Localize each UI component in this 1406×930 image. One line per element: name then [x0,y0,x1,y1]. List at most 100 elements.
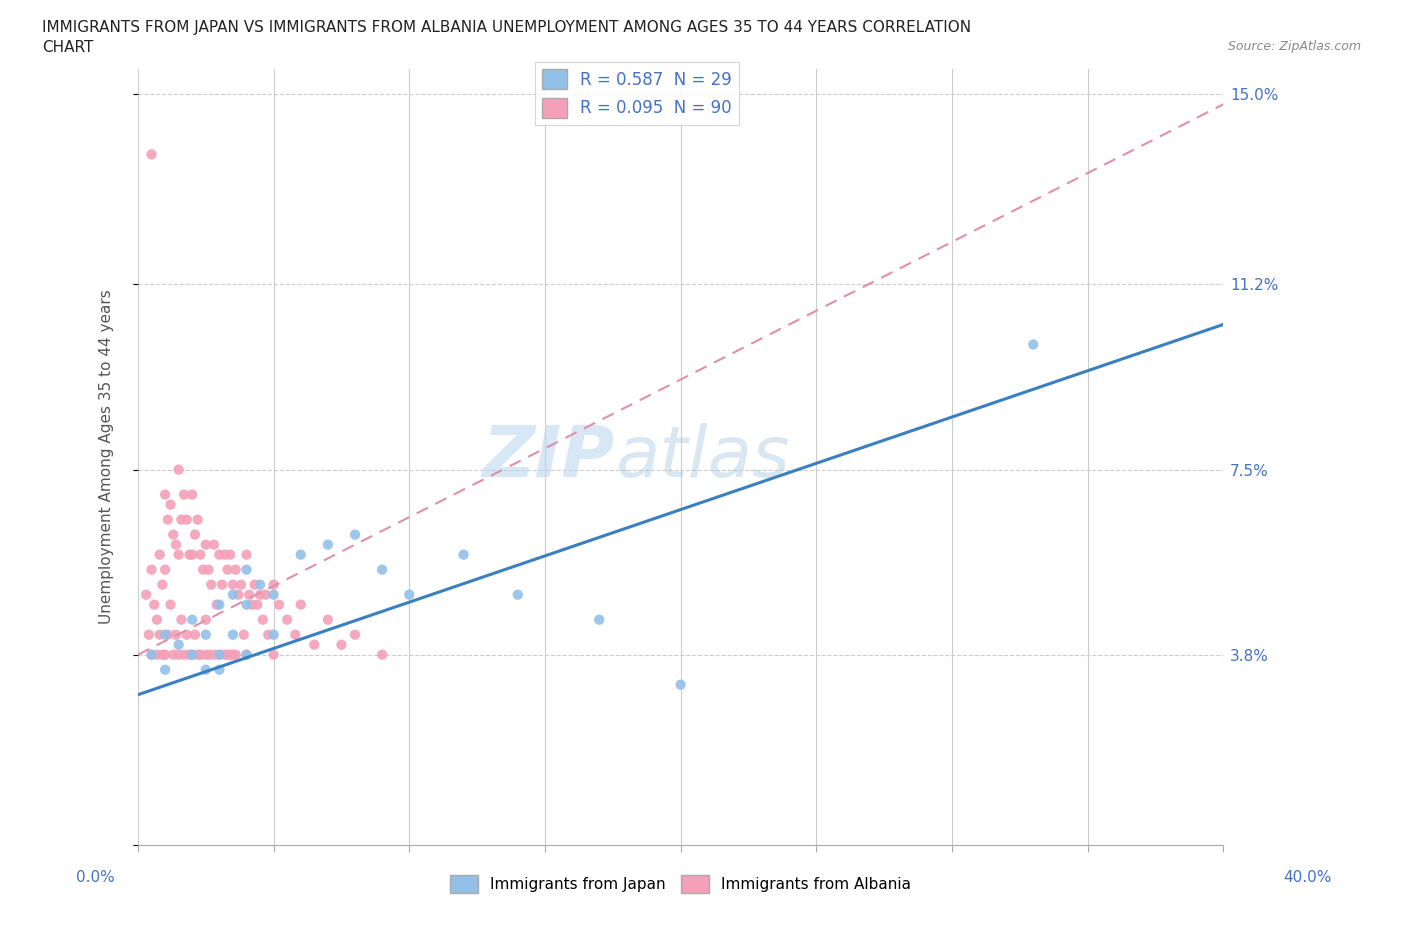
Point [194,627,217,642]
Point [669,677,692,692]
Point [187,647,209,662]
Point [316,538,339,552]
Point [165,627,187,642]
Point [205,597,228,612]
Point [202,538,225,552]
Point [135,587,157,602]
Point [150,647,173,662]
Point [208,662,231,677]
Point [167,462,190,477]
Point [225,563,247,578]
Point [263,578,285,592]
Legend: R = 0.587  N = 29, R = 0.095  N = 90: R = 0.587 N = 29, R = 0.095 N = 90 [536,62,740,125]
Point [267,597,290,612]
Point [506,587,529,602]
Point [588,612,610,627]
Point [208,647,231,662]
Point [138,627,160,642]
Point [243,578,266,592]
Point [153,487,176,502]
Point [252,612,274,627]
Point [249,587,271,602]
Point [159,597,181,612]
Point [153,662,176,677]
Point [176,512,198,527]
Point [249,578,271,592]
Point [153,563,176,578]
Point [170,512,193,527]
Point [141,647,163,662]
Point [217,647,239,662]
Point [184,627,207,642]
Point [225,647,247,662]
Point [141,147,163,162]
Point [235,597,257,612]
Point [156,512,179,527]
Point [263,587,285,602]
Point [197,563,219,578]
Point [235,547,257,562]
Point [284,627,307,642]
Point [173,647,195,662]
Point [167,647,190,662]
Point [153,647,176,662]
Point [181,612,204,627]
Point [235,563,257,578]
Point [232,627,254,642]
Point [276,612,298,627]
Text: Source: ZipAtlas.com: Source: ZipAtlas.com [1227,40,1361,53]
Point [146,647,169,662]
Point [181,487,204,502]
Text: 0.0%: 0.0% [76,870,115,884]
Point [211,578,233,592]
Point [167,637,190,652]
Point [184,527,207,542]
Y-axis label: Unemployment Among Ages 35 to 44 years: Unemployment Among Ages 35 to 44 years [100,290,114,624]
Point [217,563,239,578]
Point [371,647,394,662]
Point [263,647,285,662]
Point [190,647,212,662]
Point [165,538,187,552]
Text: CHART: CHART [42,40,94,55]
Point [197,647,219,662]
Point [202,647,225,662]
Point [179,647,201,662]
Point [254,587,277,602]
Point [344,627,367,642]
Point [143,597,166,612]
Point [173,487,195,502]
Point [150,578,173,592]
Point [208,597,231,612]
Point [235,647,257,662]
Text: 40.0%: 40.0% [1284,870,1331,884]
Point [149,547,172,562]
Text: atlas: atlas [616,422,790,492]
Point [181,647,204,662]
Point [257,627,280,642]
Point [162,647,184,662]
Point [222,647,245,662]
Point [214,547,236,562]
Point [304,637,326,652]
Point [170,612,193,627]
Point [316,612,339,627]
Point [330,637,353,652]
Point [219,647,242,662]
Point [219,547,242,562]
Point [194,662,217,677]
Point [263,627,285,642]
Point [191,563,214,578]
Point [1022,337,1045,352]
Point [371,563,394,578]
Point [290,597,312,612]
Point [240,597,263,612]
Point [179,547,201,562]
Point [162,527,184,542]
Point [222,578,245,592]
Point [238,587,260,602]
Text: IMMIGRANTS FROM JAPAN VS IMMIGRANTS FROM ALBANIA UNEMPLOYMENT AMONG AGES 35 TO 4: IMMIGRANTS FROM JAPAN VS IMMIGRANTS FROM… [42,20,972,35]
Point [222,587,245,602]
Point [194,647,217,662]
Point [190,547,212,562]
